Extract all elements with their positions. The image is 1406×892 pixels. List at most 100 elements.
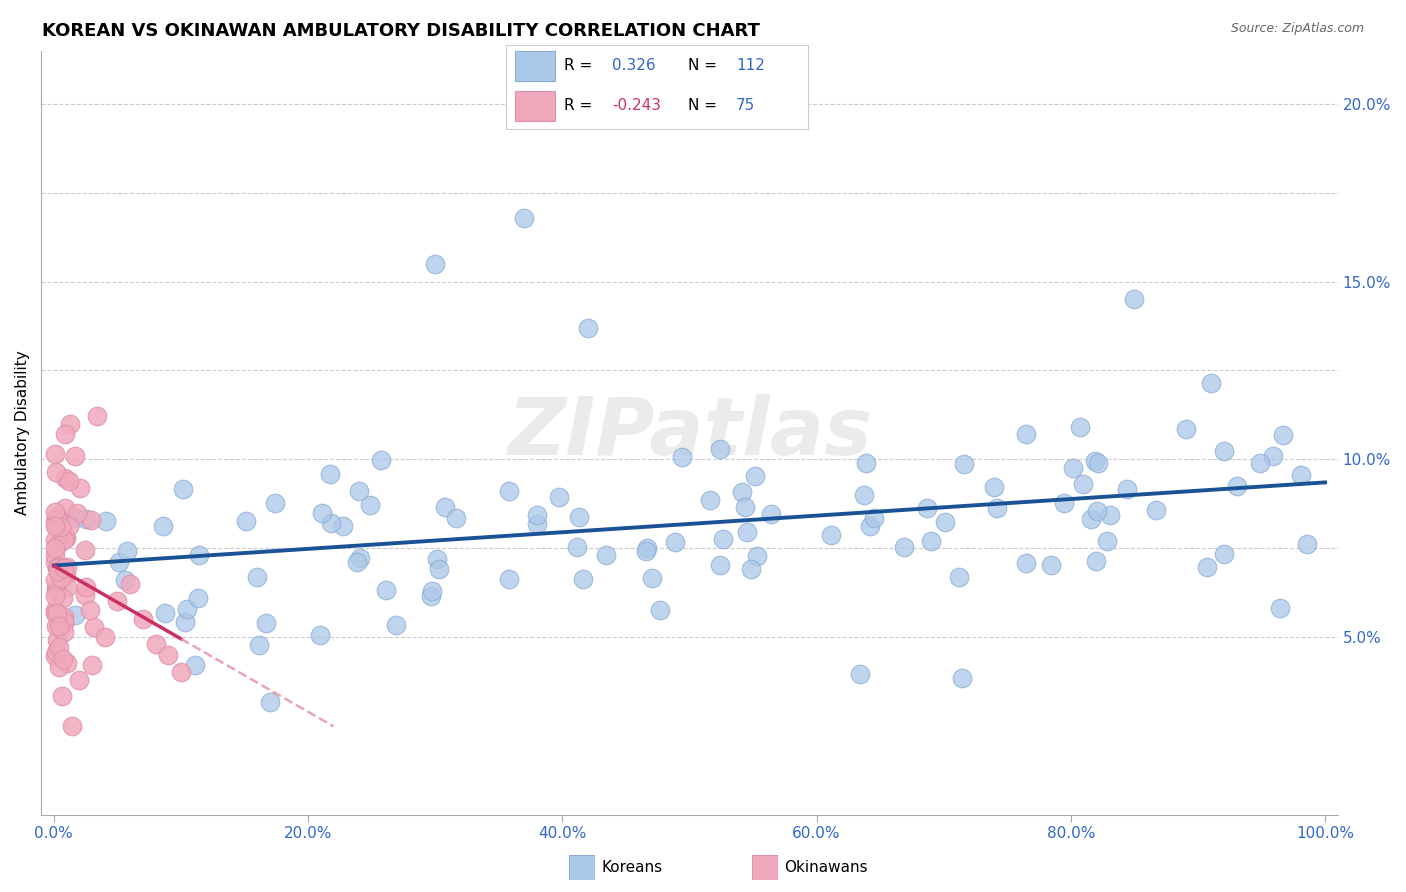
Point <box>636 541 658 555</box>
Point <box>855 456 877 470</box>
Point <box>52 591 75 606</box>
Point <box>1212 548 1234 562</box>
Point <box>526 517 548 532</box>
Point <box>45 584 67 599</box>
Point <box>53 501 76 516</box>
Point <box>51 689 73 703</box>
Point <box>44 555 66 569</box>
Point <box>69 481 91 495</box>
Point <box>145 637 167 651</box>
Point <box>105 594 128 608</box>
Point <box>953 457 976 471</box>
Point <box>184 658 207 673</box>
Point <box>45 519 67 533</box>
Point <box>526 508 548 522</box>
Point <box>51 520 73 534</box>
Point <box>65 449 87 463</box>
Point <box>1272 428 1295 442</box>
Point <box>152 519 174 533</box>
Point <box>259 695 281 709</box>
Point <box>45 606 67 620</box>
Point <box>434 500 457 515</box>
Point <box>264 496 287 510</box>
Point <box>1098 508 1121 522</box>
Point <box>567 540 589 554</box>
Point <box>734 500 756 514</box>
Point <box>46 537 69 551</box>
Point <box>66 506 89 520</box>
Point <box>49 620 72 634</box>
Point <box>63 608 86 623</box>
Point <box>44 549 66 563</box>
Point <box>80 658 103 673</box>
Point <box>51 571 73 585</box>
Point <box>319 516 342 530</box>
Point <box>187 591 209 605</box>
Point <box>671 450 693 464</box>
Point <box>650 602 672 616</box>
Point <box>44 574 66 588</box>
Point <box>309 628 332 642</box>
Point <box>370 453 392 467</box>
Y-axis label: Ambulatory Disability: Ambulatory Disability <box>15 351 30 515</box>
Point <box>572 572 595 586</box>
Point <box>731 484 754 499</box>
Point <box>44 603 66 617</box>
Point <box>73 542 96 557</box>
Point <box>848 667 870 681</box>
Point <box>44 515 66 529</box>
Point <box>46 564 69 578</box>
Point <box>56 580 79 594</box>
Point <box>44 541 66 555</box>
Point <box>80 513 103 527</box>
Point <box>45 466 67 480</box>
Point <box>55 531 77 545</box>
Point <box>52 561 75 575</box>
Point <box>820 528 842 542</box>
Point <box>1053 496 1076 510</box>
FancyBboxPatch shape <box>569 855 595 880</box>
Point <box>48 660 70 674</box>
FancyBboxPatch shape <box>752 855 778 880</box>
Point <box>1249 456 1271 470</box>
Point <box>349 551 371 566</box>
Point <box>53 471 76 485</box>
Point <box>893 540 915 554</box>
Point <box>1040 558 1063 572</box>
Point <box>79 603 101 617</box>
Point <box>53 426 76 441</box>
Point <box>46 560 69 574</box>
Point <box>51 652 73 666</box>
Point <box>153 606 176 620</box>
Point <box>52 614 75 628</box>
Point <box>1069 419 1091 434</box>
Point <box>699 493 721 508</box>
Point <box>641 571 664 585</box>
Point <box>709 558 731 572</box>
Point <box>359 498 381 512</box>
Text: KOREAN VS OKINAWAN AMBULATORY DISABILITY CORRELATION CHART: KOREAN VS OKINAWAN AMBULATORY DISABILITY… <box>42 22 761 40</box>
Point <box>247 638 270 652</box>
Point <box>83 620 105 634</box>
Point <box>56 559 79 574</box>
Point <box>1268 600 1291 615</box>
Point <box>740 561 762 575</box>
Point <box>55 566 77 581</box>
Point <box>44 505 66 519</box>
Point <box>986 501 1008 516</box>
Point <box>235 514 257 528</box>
Point <box>548 490 571 504</box>
Point <box>86 409 108 423</box>
Point <box>58 474 80 488</box>
Point <box>48 640 70 655</box>
Text: 0.326: 0.326 <box>612 58 655 73</box>
Point <box>1195 560 1218 574</box>
Point <box>75 580 97 594</box>
Text: N =: N = <box>688 98 721 113</box>
Point <box>1085 503 1108 517</box>
Point <box>52 625 75 640</box>
Point <box>1014 427 1036 442</box>
Text: ZIPatlas: ZIPatlas <box>508 393 872 472</box>
Point <box>48 619 70 633</box>
Point <box>349 483 371 498</box>
